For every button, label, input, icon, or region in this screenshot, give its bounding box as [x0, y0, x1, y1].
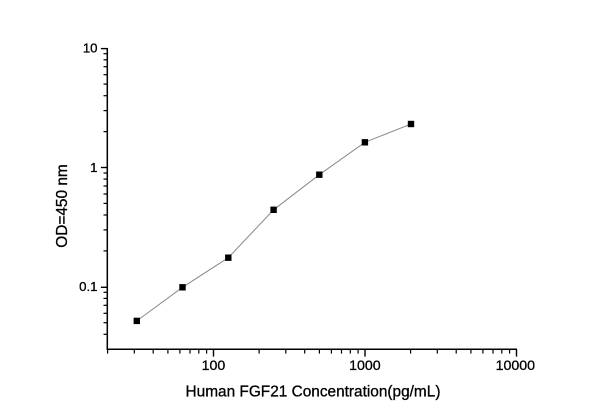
svg-text:10000: 10000: [496, 358, 536, 374]
svg-text:100: 100: [202, 358, 226, 374]
svg-text:1: 1: [90, 160, 97, 175]
svg-text:0.1: 0.1: [79, 279, 97, 294]
svg-text:Human FGF21 Concentration(pg/m: Human FGF21 Concentration(pg/mL): [186, 384, 441, 401]
svg-text:OD=450 nm: OD=450 nm: [54, 164, 71, 247]
svg-text:10: 10: [83, 40, 98, 55]
svg-text:1000: 1000: [349, 358, 381, 374]
